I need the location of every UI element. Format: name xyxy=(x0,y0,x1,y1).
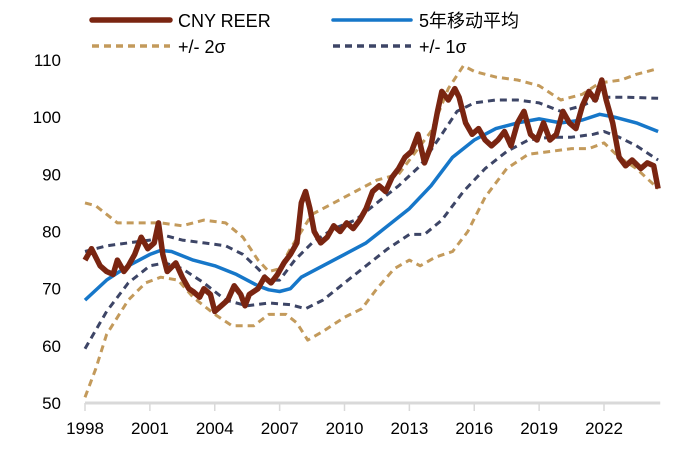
x-axis: 1998 2001 2004 2007 2010 2013 2016 2019 2022 xyxy=(66,401,661,438)
y-tick-label: 50 xyxy=(42,394,61,413)
series-line-4 xyxy=(84,95,659,282)
x-tick-label: 2013 xyxy=(390,419,428,438)
y-tick-label: 80 xyxy=(42,223,61,242)
legend-label: +/- 2σ xyxy=(178,37,226,57)
x-tick-label: 1998 xyxy=(66,419,104,438)
x-tick-label: 2001 xyxy=(131,419,169,438)
legend-label: CNY REER xyxy=(178,11,271,31)
y-tick-label: 60 xyxy=(42,337,61,356)
y-tick-label: 100 xyxy=(33,108,61,127)
series-line-2 xyxy=(84,64,659,273)
x-tick-label: 2022 xyxy=(585,419,623,438)
y-tick-label: 110 xyxy=(34,51,61,70)
x-tick-label: 2004 xyxy=(196,419,234,438)
series-line-3 xyxy=(83,141,660,398)
x-tick-label: 2010 xyxy=(326,419,364,438)
x-tick-label: 2007 xyxy=(261,419,299,438)
y-tick-label: 70 xyxy=(42,280,61,299)
y-axis: 50 60 70 80 90 100 110 xyxy=(33,51,61,413)
y-tick-label: 90 xyxy=(42,165,61,184)
legend: CNY REER 5年移动平均 +/- 2σ +/- 1σ xyxy=(89,11,519,57)
x-tick-label: 2019 xyxy=(520,419,558,438)
x-tick-label: 2016 xyxy=(455,419,493,438)
legend-label: +/- 1σ xyxy=(419,37,467,57)
series-line-0 xyxy=(82,77,661,315)
legend-label: 5年移动平均 xyxy=(419,11,519,31)
plot-area xyxy=(82,64,661,398)
